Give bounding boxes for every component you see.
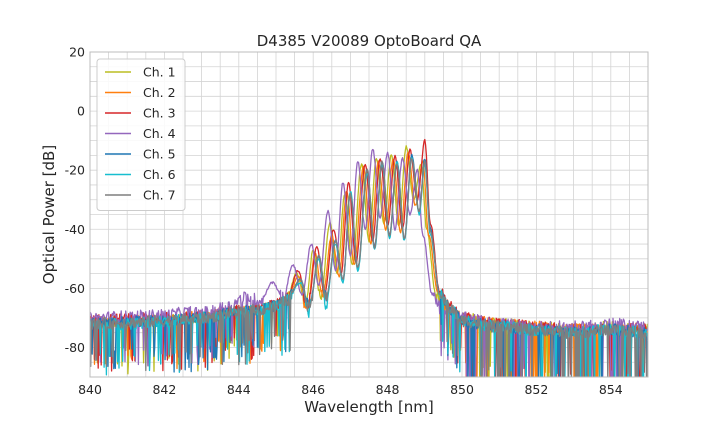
x-tick-label: 840 (78, 382, 102, 397)
series-line-7 (90, 158, 648, 377)
y-tick-label: -60 (65, 281, 85, 296)
y-tick-label: -20 (65, 163, 85, 178)
x-tick-label: 848 (376, 382, 400, 397)
series-lines (90, 138, 648, 377)
y-tick-label: 20 (69, 45, 85, 60)
y-axis-label: Optical Power [dB] (40, 145, 58, 284)
legend-label: Ch. 5 (143, 147, 176, 162)
legend: Ch. 1 Ch. 2 Ch. 3 Ch. 4 Ch. 5 Ch. 6 Ch. 7 (96, 58, 186, 211)
legend-label: Ch. 4 (143, 126, 176, 141)
chart-title: D4385 V20089 OptoBoard QA (257, 32, 482, 50)
legend-box (96, 58, 186, 211)
y-tick-label: -80 (65, 340, 85, 355)
legend-label: Ch. 1 (143, 65, 176, 80)
x-tick-label: 842 (152, 382, 176, 397)
legend-label: Ch. 2 (143, 85, 176, 100)
y-tick-label: -40 (65, 222, 85, 237)
x-tick-label: 854 (599, 382, 623, 397)
x-tick-labels: 840 842 844 846 848 850 852 854 (78, 382, 623, 397)
x-tick-label: 852 (524, 382, 548, 397)
x-tick-label: 844 (227, 382, 251, 397)
y-tick-labels: -80 -60 -40 -20 0 20 (65, 45, 85, 355)
legend-label: Ch. 6 (143, 167, 176, 182)
x-axis-label: Wavelength [nm] (304, 398, 434, 416)
legend-label: Ch. 7 (143, 188, 176, 203)
x-tick-label: 846 (301, 382, 325, 397)
plot-frame (89, 51, 649, 378)
legend-label: Ch. 3 (143, 106, 176, 121)
y-tick-label: 0 (77, 104, 85, 119)
x-tick-label: 850 (450, 382, 474, 397)
